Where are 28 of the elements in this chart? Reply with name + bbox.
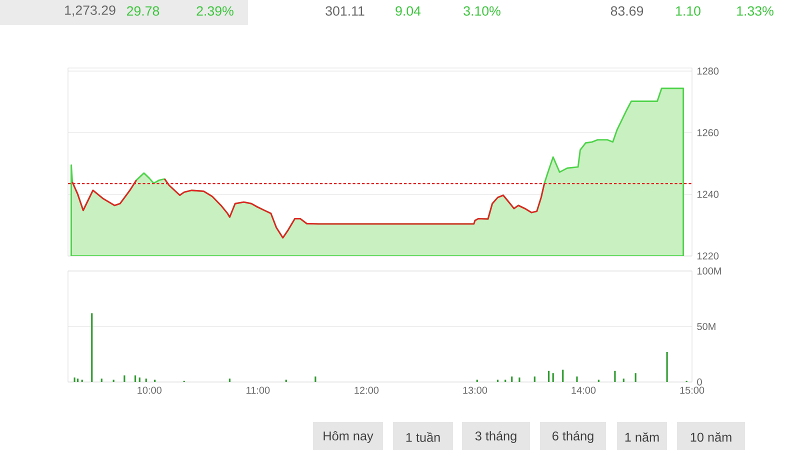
text: 1 năm: [625, 432, 659, 442]
x-tick-label: 15:00: [680, 386, 704, 394]
y-tick-label: 0: [697, 378, 702, 386]
text: 1 tuần: [406, 432, 440, 442]
x-tick-label: 12:00: [354, 386, 379, 394]
y-tick-label: 1280: [697, 68, 719, 75]
y-tick-label: 1240: [697, 190, 719, 198]
text: 29.78: [126, 6, 160, 16]
text: 6 tháng: [552, 431, 594, 443]
text: 301.11: [326, 6, 364, 16]
y-tick-label: 1220: [697, 252, 719, 260]
text: 83.69: [610, 6, 644, 16]
text: 3.10%: [464, 6, 500, 16]
x-tick-label: 10:00: [138, 386, 162, 394]
text: Hôm nay: [324, 431, 374, 443]
text: 10 năm: [690, 432, 732, 442]
text: 9.04: [396, 6, 421, 16]
text: 1,273.29: [65, 5, 116, 17]
x-tick-label: 11:00: [246, 386, 270, 394]
y-tick-label: 100M: [697, 267, 721, 275]
x-tick-label: 14:00: [572, 386, 596, 394]
text: 1.33%: [737, 6, 774, 16]
text: 1.10: [676, 6, 700, 16]
y-tick-label: 1260: [697, 129, 719, 136]
x-tick-label: 13:00: [463, 386, 488, 394]
text: 2.39%: [196, 6, 234, 16]
text: 3 tháng: [475, 431, 516, 443]
y-tick-label: 50M: [697, 322, 716, 330]
